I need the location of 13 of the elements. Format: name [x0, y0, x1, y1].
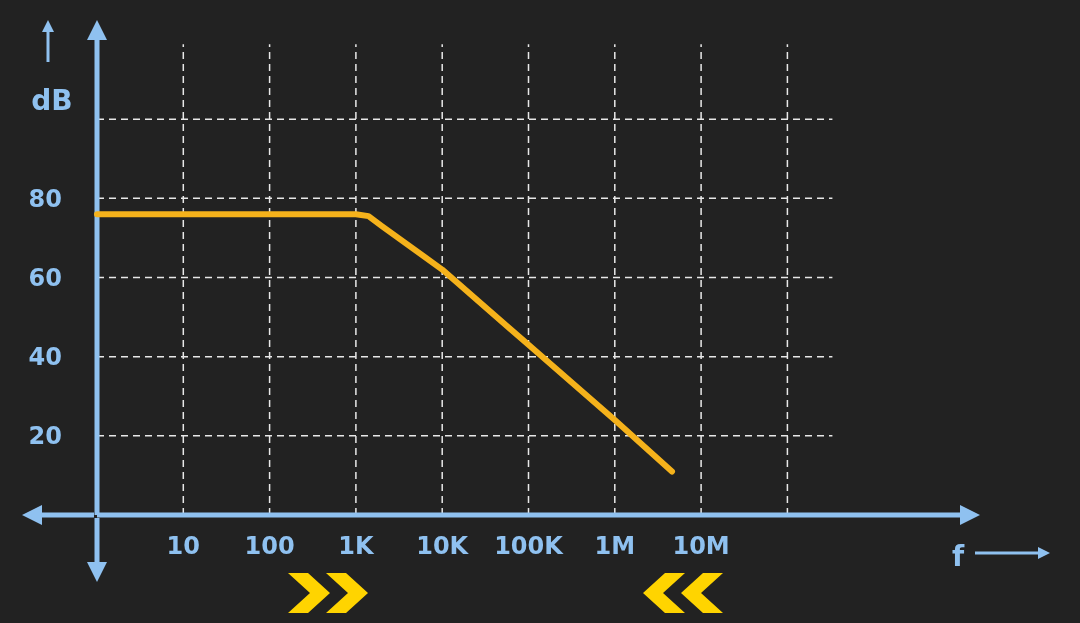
x-tick-label: 1K	[338, 532, 375, 560]
y-tick-label: 60	[28, 263, 62, 292]
x-tick-label: 100	[244, 532, 295, 560]
x-tick-label: 100K	[494, 532, 565, 560]
x-tick-label: 10	[166, 532, 200, 560]
x-tick-label: 1M	[594, 532, 636, 560]
x-axis-title: f	[951, 540, 965, 573]
y-tick-label: 20	[28, 422, 62, 451]
x-tick-label: 10K	[416, 532, 470, 560]
y-tick-label: 40	[28, 343, 62, 372]
y-axis-title: dB	[31, 84, 73, 117]
x-tick-label: 10M	[672, 532, 730, 560]
y-tick-label: 80	[28, 184, 62, 213]
